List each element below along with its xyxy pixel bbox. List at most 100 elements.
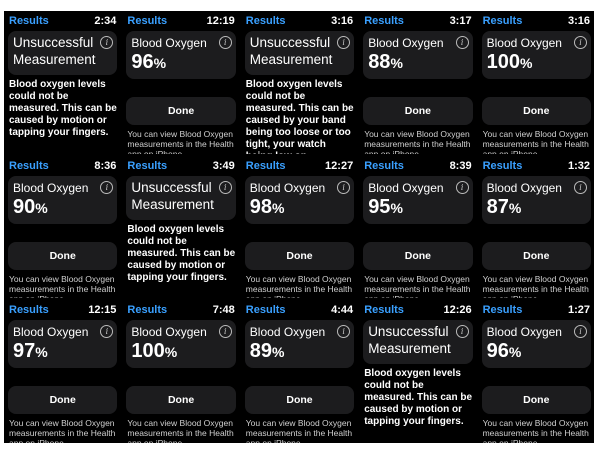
watch-screen: Results 1:27 Blood Oxygen i 96% Done You…	[477, 300, 594, 443]
card-title: Blood Oxygen	[486, 180, 562, 195]
blood-oxygen-card: Blood Oxygen i 90%	[8, 175, 118, 224]
blood-oxygen-card: Blood Oxygen i 100%	[481, 31, 591, 79]
done-button[interactable]: Done	[481, 241, 591, 270]
watch-screen: Results 4:44 Blood Oxygen i 89% Done You…	[240, 300, 358, 443]
unsuccessful-card: Unsuccessful Measurement i	[8, 31, 118, 75]
oxygen-value: 87%	[487, 196, 522, 219]
oxygen-number: 98	[249, 195, 273, 218]
card-title: Blood Oxygen	[13, 180, 89, 195]
results-back-link[interactable]: Results	[9, 304, 49, 317]
results-back-link[interactable]: Results	[127, 159, 168, 172]
blood-oxygen-card: Blood Oxygen i 88%	[363, 31, 473, 79]
health-app-note: You can view Blood Oxygen measurements i…	[482, 418, 589, 443]
done-button[interactable]: Done	[8, 241, 118, 270]
error-message: Blood oxygen levels could not be measure…	[364, 368, 473, 428]
results-back-link[interactable]: Results	[9, 159, 49, 172]
info-icon[interactable]: i	[337, 180, 351, 194]
oxygen-unit: %	[272, 199, 285, 216]
done-button[interactable]: Done	[481, 97, 591, 125]
info-icon[interactable]: i	[455, 36, 469, 49]
info-icon[interactable]: i	[218, 180, 232, 194]
status-bar: Results 8:39	[364, 158, 471, 174]
watch-screen: Results 7:48 Blood Oxygen i 100% Done Yo…	[122, 300, 239, 443]
results-back-link[interactable]: Results	[482, 304, 523, 317]
oxygen-unit: %	[390, 199, 403, 216]
info-icon[interactable]: i	[455, 180, 469, 194]
card-title: Unsuccessful Measurement	[131, 179, 214, 212]
card-title: Blood Oxygen	[131, 36, 207, 50]
done-button[interactable]: Done	[8, 386, 118, 415]
watch-screen: Results 3:16 Blood Oxygen i 100% Done Yo…	[477, 11, 594, 154]
watch-screen: Results 8:39 Blood Oxygen i 95% Done You…	[359, 155, 476, 299]
card-title: Unsuccessful Measurement	[13, 35, 96, 67]
status-bar: Results 7:48	[127, 302, 234, 318]
card-title: Blood Oxygen	[368, 180, 444, 195]
status-bar: Results 1:27	[483, 302, 590, 318]
status-bar: Results 3:16	[246, 13, 353, 29]
oxygen-unit: %	[272, 344, 285, 361]
card-title: Blood Oxygen	[249, 180, 326, 195]
health-app-note: You can view Blood Oxygen measurements i…	[245, 273, 353, 299]
done-button[interactable]: Done	[244, 241, 355, 270]
status-bar: Results 2:34	[9, 13, 116, 29]
clock-time: 12:19	[206, 15, 235, 27]
results-back-link[interactable]: Results	[482, 159, 523, 172]
blood-oxygen-card: Blood Oxygen i 97%	[8, 320, 118, 369]
info-icon[interactable]: i	[337, 325, 351, 339]
oxygen-value: 96%	[131, 51, 166, 74]
clock-time: 3:16	[331, 15, 354, 27]
oxygen-value: 96%	[487, 340, 522, 363]
done-button[interactable]: Done	[481, 386, 591, 415]
watch-screen: Results 1:32 Blood Oxygen i 87% Done You…	[477, 155, 594, 299]
clock-time: 8:39	[449, 159, 472, 172]
status-bar: Results 12:15	[9, 302, 116, 318]
results-back-link[interactable]: Results	[127, 15, 168, 27]
done-button[interactable]: Done	[126, 386, 236, 415]
results-back-link[interactable]: Results	[245, 159, 286, 172]
info-icon[interactable]: i	[100, 325, 114, 339]
oxygen-number: 100	[486, 51, 520, 73]
card-title: Blood Oxygen	[13, 325, 89, 340]
status-bar: Results 12:26	[364, 302, 471, 318]
results-back-link[interactable]: Results	[245, 304, 286, 317]
results-back-link[interactable]: Results	[482, 15, 523, 27]
results-back-link[interactable]: Results	[364, 15, 404, 27]
card-title: Blood Oxygen	[486, 36, 562, 50]
results-back-link[interactable]: Results	[127, 304, 168, 317]
info-icon[interactable]: i	[100, 180, 114, 194]
unsuccessful-card: Unsuccessful Measurement i	[126, 175, 236, 220]
health-app-note: You can view Blood Oxygen measurements i…	[9, 418, 116, 443]
info-icon[interactable]: i	[574, 36, 587, 49]
results-back-link[interactable]: Results	[9, 15, 49, 27]
health-app-note: You can view Blood Oxygen measurements i…	[364, 273, 471, 299]
done-button[interactable]: Done	[244, 386, 355, 415]
info-icon[interactable]: i	[574, 325, 587, 339]
watch-screen: Results 2:34 Unsuccessful Measurement i …	[4, 11, 121, 154]
results-back-link[interactable]: Results	[364, 159, 404, 172]
clock-time: 3:17	[449, 15, 472, 27]
done-button[interactable]: Done	[126, 97, 236, 125]
done-button[interactable]: Done	[363, 97, 473, 125]
watch-screen: Results 3:16 Unsuccessful Measurement i …	[240, 11, 358, 154]
results-back-link[interactable]: Results	[245, 15, 286, 27]
blood-oxygen-card: Blood Oxygen i 87%	[481, 175, 591, 224]
info-icon[interactable]: i	[218, 325, 232, 339]
oxygen-number: 90	[13, 195, 36, 218]
done-button[interactable]: Done	[363, 241, 473, 270]
oxygen-value: 97%	[13, 340, 48, 363]
oxygen-number: 97	[13, 340, 36, 363]
unsuccessful-card: Unsuccessful Measurement i	[244, 31, 355, 75]
results-back-link[interactable]: Results	[364, 304, 404, 317]
info-icon[interactable]: i	[100, 36, 114, 49]
oxygen-unit: %	[153, 55, 167, 71]
card-title: Unsuccessful Measurement	[249, 35, 333, 67]
info-icon[interactable]: i	[337, 36, 351, 49]
oxygen-value: 95%	[368, 196, 403, 219]
oxygen-value: 90%	[13, 196, 48, 219]
blood-oxygen-card: Blood Oxygen i 98%	[244, 175, 355, 224]
clock-time: 8:36	[94, 159, 117, 172]
health-app-note: You can view Blood Oxygen measurements i…	[482, 273, 589, 299]
info-icon[interactable]: i	[455, 325, 469, 339]
info-icon[interactable]: i	[218, 36, 232, 49]
info-icon[interactable]: i	[574, 180, 587, 194]
